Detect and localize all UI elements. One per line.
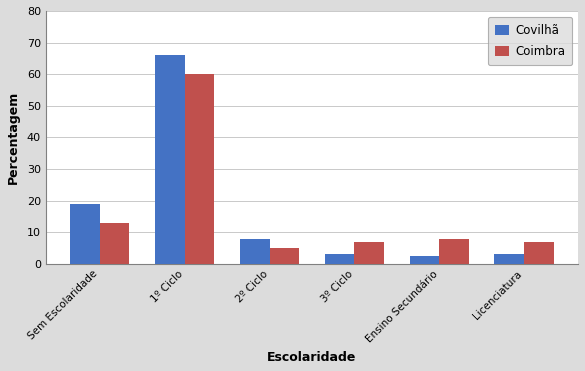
Bar xyxy=(155,55,185,264)
Y-axis label: Percentagem: Percentagem xyxy=(7,91,20,184)
Bar xyxy=(240,239,270,264)
Bar xyxy=(410,256,439,264)
Bar xyxy=(100,223,129,264)
Bar xyxy=(439,239,469,264)
Bar xyxy=(355,242,384,264)
Bar xyxy=(524,242,554,264)
Legend: Covilhã, Coimbra: Covilhã, Coimbra xyxy=(488,17,572,65)
Bar xyxy=(70,204,100,264)
Bar xyxy=(494,255,524,264)
Bar xyxy=(185,74,214,264)
X-axis label: Escolaridade: Escolaridade xyxy=(267,351,357,364)
Bar xyxy=(325,255,355,264)
Bar xyxy=(270,248,300,264)
